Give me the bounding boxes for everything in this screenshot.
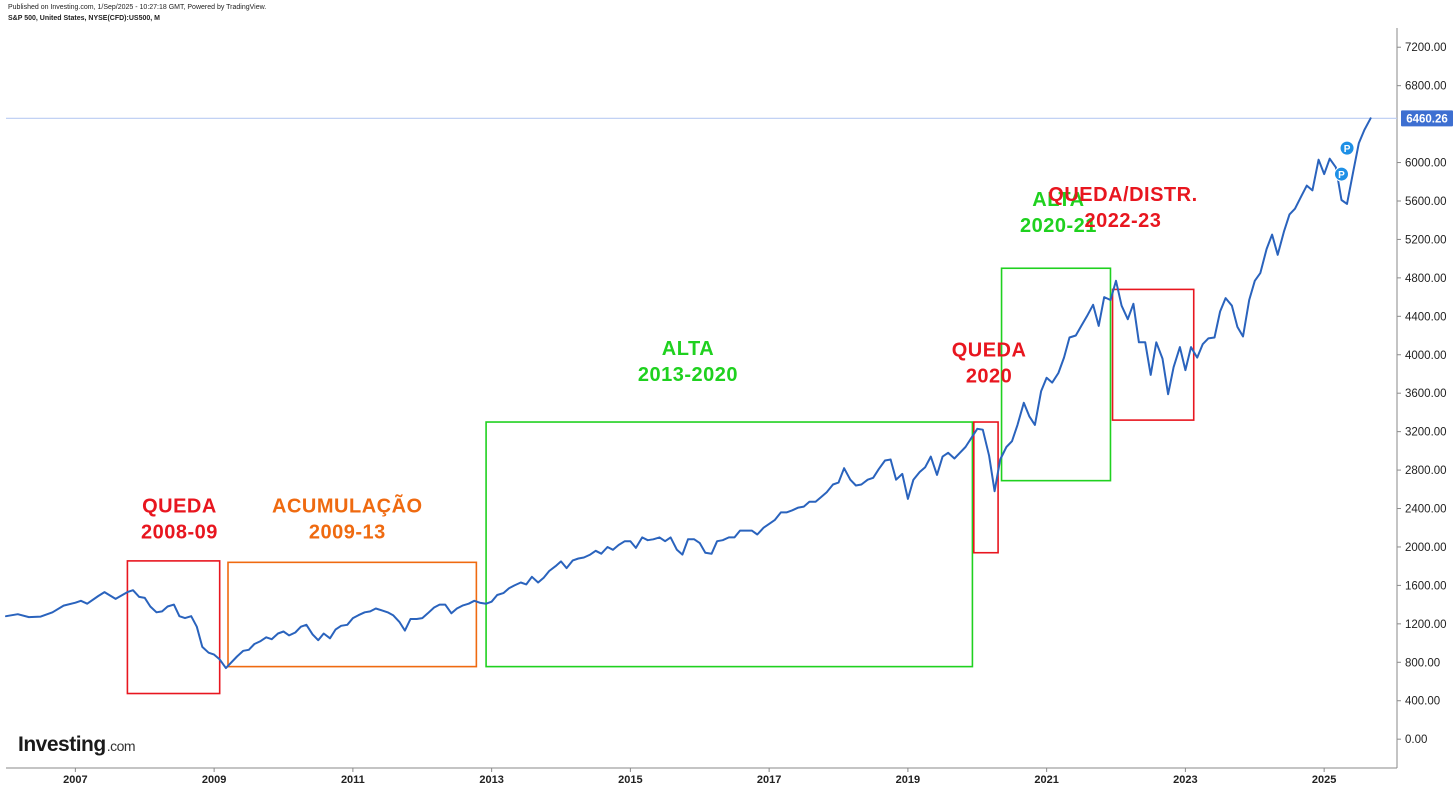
annotation-box: [1000, 267, 1112, 482]
y-tick-label: 3200.00: [1405, 427, 1447, 439]
annotation-box: [485, 421, 974, 668]
y-tick-label: 4400.00: [1405, 311, 1447, 323]
p-marker[interactable]: P: [1339, 140, 1355, 156]
published-note: Published on Investing.com, 1/Sep/2025 -…: [8, 4, 267, 11]
y-tick-label: 6800.00: [1405, 81, 1447, 93]
x-tick-label: 2021: [1034, 774, 1058, 786]
annotation-label: 2020: [966, 366, 1013, 388]
investing-logo: Investing.com: [18, 733, 136, 756]
annotation-label: QUEDA/DISTR.: [1048, 184, 1197, 206]
p-marker-circle: [1339, 140, 1355, 156]
p-marker-label: P: [1344, 144, 1351, 155]
y-tick-label: 5600.00: [1405, 196, 1447, 208]
annotation-box: [227, 561, 478, 668]
y-tick-label: 3600.00: [1405, 388, 1447, 400]
x-tick-label: 2017: [757, 774, 781, 786]
y-tick-label: 2000.00: [1405, 542, 1447, 554]
x-tick-label: 2015: [618, 774, 642, 786]
x-tick-label: 2019: [896, 774, 920, 786]
y-tick-label: 7200.00: [1405, 42, 1447, 54]
x-tick-label: 2023: [1173, 774, 1197, 786]
y-tick-label: 4800.00: [1405, 273, 1447, 285]
svg-text:Investing.com: Investing.com: [18, 733, 135, 756]
price-series-line: [5, 117, 1372, 670]
p-marker-circle: [1333, 166, 1349, 182]
annotation-labels: QUEDA 2008-09 ACUMULAÇÃO 2009-13 ALTA 2013-20…: [141, 184, 1197, 543]
price-badge-box: [1401, 110, 1453, 127]
annotation-box: [973, 421, 999, 554]
x-tick-label: 2013: [479, 774, 503, 786]
annotation-label: 2013-2020: [638, 364, 738, 386]
annotation-box: [1111, 288, 1195, 421]
annotation-label: QUEDA: [952, 340, 1027, 362]
y-axis: 0.00 400.00 800.00 1200.00 1600.00 2000.00 240…: [1397, 42, 1447, 746]
y-tick-label: 2800.00: [1405, 465, 1447, 477]
x-tick-label: 2011: [341, 774, 365, 786]
p-marker[interactable]: P: [1333, 166, 1349, 182]
logo-suffix: .com: [107, 738, 135, 754]
x-axis: 2007 2009 2011 2013 2015 2017 2019 2021 2023 2025: [63, 768, 1336, 786]
price-badge-label: 6460.26: [1406, 113, 1448, 125]
annotation-label: 2008-09: [141, 521, 218, 543]
y-tick-label: 400.00: [1405, 696, 1440, 708]
annotation-label: ALTA: [1032, 189, 1084, 211]
y-tick-label: 6000.00: [1405, 158, 1447, 170]
y-tick-label: 800.00: [1405, 657, 1440, 669]
annotation-label: QUEDA: [142, 495, 217, 517]
annotation-label: 2022-23: [1085, 210, 1162, 232]
y-tick-label: 1200.00: [1405, 619, 1447, 631]
annotation-label: 2020-21: [1020, 215, 1097, 237]
annotation-box: [126, 560, 221, 695]
y-tick-label: 2400.00: [1405, 504, 1447, 516]
price-badge: 6460.26: [1401, 110, 1453, 127]
p-marker-label: P: [1338, 170, 1345, 181]
logo-main: Investing: [18, 733, 106, 756]
x-tick-label: 2025: [1312, 774, 1336, 786]
annotation-label: ACUMULAÇÃO: [272, 494, 423, 517]
y-tick-label: 1600.00: [1405, 580, 1447, 592]
x-tick-label: 2007: [63, 774, 87, 786]
y-tick-label: 0.00: [1405, 734, 1427, 746]
p-markers: PP: [1333, 140, 1355, 182]
x-tick-label: 2009: [202, 774, 226, 786]
annotation-label: ALTA: [662, 338, 714, 360]
symbol-title: S&P 500, United States, NYSE(CFD):US500,…: [8, 15, 160, 22]
y-tick-label: 4000.00: [1405, 350, 1447, 362]
annotation-boxes: [126, 267, 1195, 695]
annotation-label: 2009-13: [309, 521, 386, 543]
y-tick-label: 5200.00: [1405, 234, 1447, 246]
